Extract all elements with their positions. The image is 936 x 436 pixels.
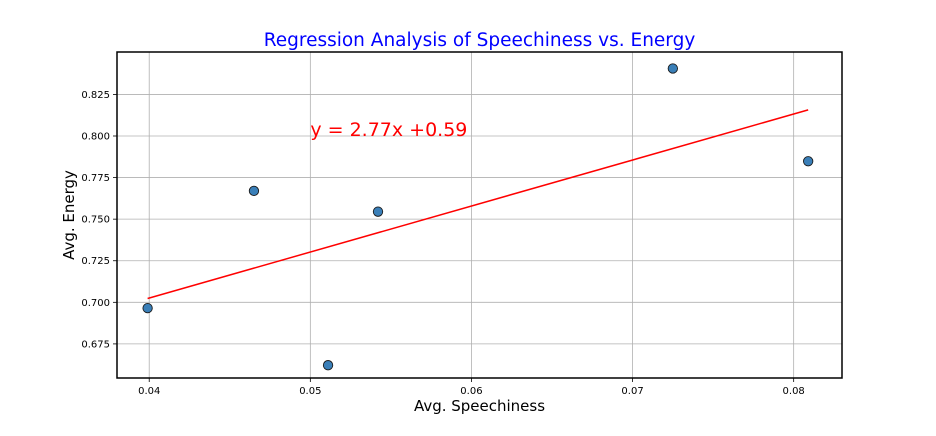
- grid-lines: [117, 52, 842, 378]
- regression-line: [147, 109, 809, 300]
- y-tick-label: 0.825: [81, 90, 110, 101]
- x-tick-label: 0.05: [299, 386, 321, 397]
- data-point: [372, 206, 384, 217]
- data-point: [322, 360, 334, 371]
- chart-title: Regression Analysis of Speechiness vs. E…: [264, 30, 696, 51]
- regression-layer: [147, 109, 809, 300]
- y-tick-label: 0.700: [81, 298, 110, 309]
- data-point: [803, 156, 814, 167]
- data-point: [667, 63, 678, 74]
- data-point: [142, 302, 153, 314]
- x-tick-label: 0.06: [460, 386, 482, 397]
- plot-area-frame: [116, 51, 843, 379]
- y-tick-label: 0.750: [81, 215, 110, 226]
- x-axis: 0.04 0.05 0.06 0.07 0.08: [138, 378, 805, 397]
- y-tick-label: 0.800: [81, 131, 110, 142]
- y-tick-label: 0.775: [81, 173, 110, 184]
- y-axis-label: Avg. Energy: [60, 170, 78, 260]
- y-tick-label: 0.675: [81, 339, 110, 350]
- y-axis: 0.675 0.700 0.725 0.750 0.775 0.800 0.825: [81, 90, 117, 350]
- x-tick-label: 0.04: [138, 386, 160, 397]
- x-axis-label: Avg. Speechiness: [414, 397, 545, 415]
- data-point: [248, 185, 260, 197]
- x-tick-label: 0.07: [621, 386, 643, 397]
- x-tick-label: 0.08: [783, 386, 805, 397]
- y-tick-label: 0.725: [81, 256, 110, 267]
- regression-equation: y = 2.77x +0.59: [310, 119, 467, 141]
- data-points: [142, 63, 814, 371]
